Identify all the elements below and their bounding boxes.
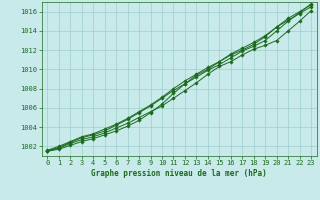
X-axis label: Graphe pression niveau de la mer (hPa): Graphe pression niveau de la mer (hPa) <box>91 169 267 178</box>
